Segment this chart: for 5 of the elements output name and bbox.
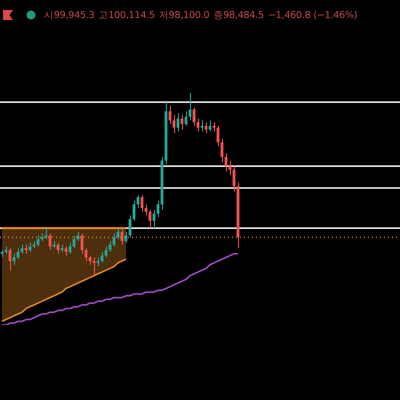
text: −1,460.8 (−1.46%) xyxy=(268,10,358,20)
text: 시99,945.3 xyxy=(44,8,95,22)
text: 종98,484.5 xyxy=(213,8,264,22)
text: 고100,114.5 xyxy=(98,8,155,22)
text: 저98,100.0 xyxy=(158,8,210,22)
